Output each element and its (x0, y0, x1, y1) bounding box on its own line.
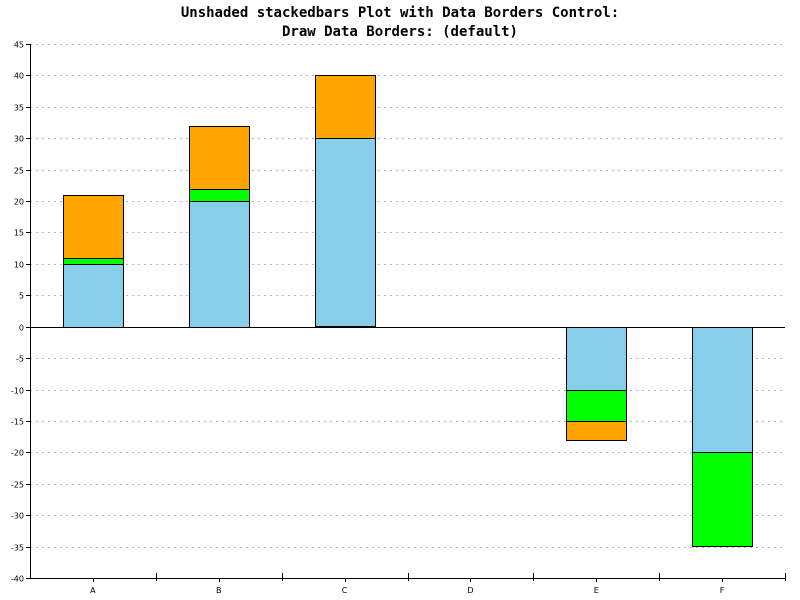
x-tick-label: A (90, 586, 96, 595)
y-tick-label: -30 (11, 512, 24, 521)
y-tick-label: -35 (11, 544, 24, 553)
bar-segment (566, 421, 627, 441)
y-tick-label: -25 (11, 481, 24, 490)
bar-segment (63, 264, 124, 328)
y-tick-label: -5 (16, 355, 24, 364)
y-tick-label: 10 (14, 261, 24, 270)
y-tick-label: -10 (11, 387, 24, 396)
y-tick-label: 20 (14, 198, 24, 207)
axes (26, 44, 786, 582)
y-tick-label: 30 (14, 135, 24, 144)
bar-segment (63, 195, 124, 259)
y-tick-label: 40 (14, 72, 24, 81)
grid-lines (30, 44, 785, 579)
bar-segment (315, 138, 376, 327)
tick-labels: -40 -35 -30 -25 -20 -15 -10 -5 0 5 10 15 20 25 30 35 40 4… (11, 41, 725, 596)
x-tick-label: D (467, 586, 473, 595)
bar-segment (566, 327, 627, 391)
bar-segment (692, 327, 753, 454)
x-tick-label: E (594, 586, 599, 595)
chart-title: Unshaded stackedbars Plot with Data Bord… (0, 4, 800, 42)
x-tick-label: F (720, 586, 725, 595)
bar-segment (63, 258, 124, 265)
y-tick-label: 25 (14, 167, 24, 176)
bar-segment (566, 390, 627, 422)
y-tick-label: -15 (11, 418, 24, 427)
y-tick-label: 5 (19, 292, 24, 301)
bar-segment (189, 201, 250, 328)
x-tick-label: B (216, 586, 222, 595)
y-tick-label: -20 (11, 449, 24, 458)
bar-segment (315, 75, 376, 139)
bar-segment (692, 452, 753, 547)
bars (63, 75, 753, 547)
x-tick-label: C (342, 586, 348, 595)
bar-segment (189, 126, 250, 190)
y-tick-label: 35 (14, 104, 24, 113)
y-tick-label: 45 (14, 41, 24, 50)
y-tick-label: -40 (11, 575, 24, 584)
bar-segment (189, 188, 250, 202)
chart-title-line-1: Unshaded stackedbars Plot with Data Bord… (180, 5, 620, 21)
y-tick-label: 0 (19, 324, 24, 333)
chart-title-line-2: Draw Data Borders: (default) (281, 24, 518, 40)
y-tick-label: 15 (14, 229, 24, 238)
